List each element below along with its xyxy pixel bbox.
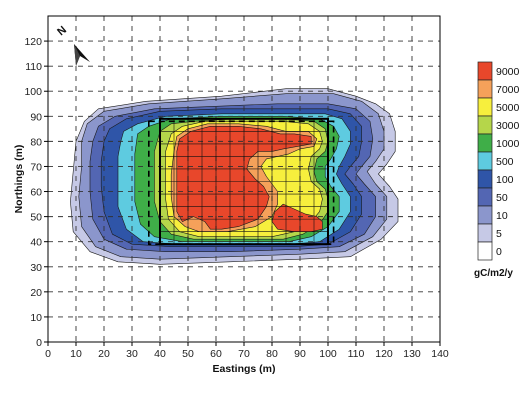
- legend-swatch-0: [477, 241, 493, 261]
- contour-9000-10: [271, 203, 323, 232]
- y-tick-label-100: 100: [24, 86, 42, 98]
- legend-label-500: 500: [496, 156, 514, 168]
- y-tick-label-10: 10: [30, 312, 42, 324]
- y-tick-label-20: 20: [30, 287, 42, 299]
- legend-swatch-7000: [477, 79, 493, 99]
- y-tick-label-40: 40: [30, 237, 42, 249]
- x-tick-label-70: 70: [238, 348, 250, 360]
- x-tick-label-10: 10: [70, 348, 82, 360]
- legend-label-3000: 3000: [496, 120, 520, 132]
- x-tick-label-100: 100: [319, 348, 337, 360]
- dashed-outline: [148, 120, 335, 245]
- x-tick-label-20: 20: [98, 348, 110, 360]
- contour-fills: [70, 88, 399, 265]
- sample-grid-border: [159, 117, 329, 246]
- y-tick-label-90: 90: [30, 111, 42, 123]
- legend-label-50: 50: [496, 192, 508, 204]
- y-tick-label-30: 30: [30, 262, 42, 274]
- x-tick-label-140: 140: [431, 348, 449, 360]
- legend-label-9000: 9000: [496, 66, 520, 78]
- x-tick-label-40: 40: [154, 348, 166, 360]
- y-tick-label-50: 50: [30, 212, 42, 224]
- legend-label-5: 5: [496, 228, 502, 240]
- legend-unit: gC/m2/y: [474, 268, 513, 279]
- y-tick-label-120: 120: [24, 36, 42, 48]
- legend-label-0: 0: [496, 246, 502, 258]
- axis-ticks: 0 10 20 30 40 50 60 70 80 90 100 110 120 130 140 0 10 20 3…: [24, 36, 448, 360]
- x-axis-label: Eastings (m): [212, 363, 275, 375]
- legend-swatch-9000: [477, 61, 493, 81]
- x-tick-label-80: 80: [266, 348, 278, 360]
- x-tick-label-120: 120: [375, 348, 393, 360]
- x-tick-label-60: 60: [210, 348, 222, 360]
- y-axis-label: Northings (m): [13, 145, 25, 214]
- legend-swatch-500: [477, 151, 493, 171]
- y-tick-label-80: 80: [30, 136, 42, 148]
- x-tick-label-130: 130: [403, 348, 421, 360]
- legend-label-100: 100: [496, 174, 514, 186]
- legend-label-1000: 1000: [496, 138, 520, 150]
- x-tick-label-50: 50: [182, 348, 194, 360]
- y-tick-label-0: 0: [36, 337, 42, 349]
- dashed-boundary: [148, 120, 335, 245]
- sampling-grid: [159, 117, 329, 246]
- x-tick-label-110: 110: [348, 348, 365, 360]
- legend-swatch-10: [477, 205, 493, 225]
- legend-swatch-5000: [477, 97, 493, 117]
- legend-label-5000: 5000: [496, 102, 520, 114]
- y-tick-label-110: 110: [25, 61, 42, 73]
- legend-swatch-50: [477, 187, 493, 207]
- x-tick-label-30: 30: [126, 348, 138, 360]
- legend-swatch-5: [477, 223, 493, 243]
- y-tick-label-60: 60: [30, 187, 42, 199]
- y-tick-label-70: 70: [30, 161, 42, 173]
- legend-swatch-1000: [477, 133, 493, 153]
- legend-label-10: 10: [496, 210, 508, 222]
- legend-swatch-3000: [477, 115, 493, 135]
- x-tick-label-90: 90: [294, 348, 306, 360]
- legend-swatch-100: [477, 169, 493, 189]
- legend-label-7000: 7000: [496, 84, 520, 96]
- x-tick-label-0: 0: [45, 348, 51, 360]
